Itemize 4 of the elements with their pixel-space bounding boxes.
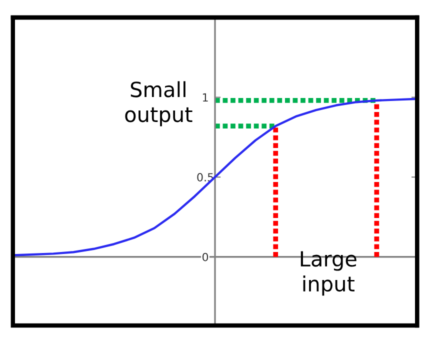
annotation: Large input [300,251,356,296]
y-tick-label: 1 [202,93,208,102]
annotation: Small output [125,81,192,126]
y-tick-label: 0 [202,252,208,262]
